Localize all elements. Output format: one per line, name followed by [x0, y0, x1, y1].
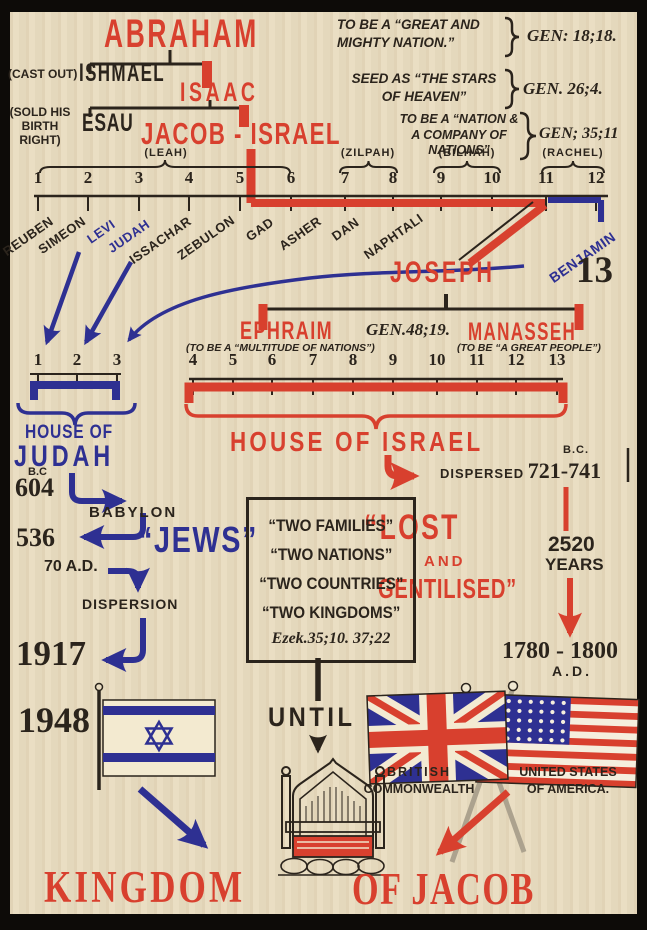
judah-branch-arrows — [43, 251, 525, 346]
wife-leah: (LEAH) — [144, 147, 188, 159]
years-721-741: 721-741 — [527, 458, 602, 483]
two-kingdoms-box: “TWO FAMILIES” “TWO NATIONS” “TWO COUNTR… — [246, 497, 416, 663]
son-number: 12 — [587, 168, 605, 187]
israel-timeline-arrows — [384, 448, 630, 638]
son-number: 3 — [134, 168, 144, 187]
box-line-countries: “TWO COUNTRIES” — [258, 575, 404, 593]
joseph-label: JOSEPH — [390, 256, 495, 289]
range-1780-1800: 1780 - 1800 — [502, 638, 618, 664]
united-states-label: UNITED STATES OF AMERICA. — [519, 765, 617, 796]
year-536: 536 — [16, 523, 55, 552]
israel-scale-number: 4 — [188, 350, 198, 369]
box-line-families: “TWO FAMILIES” — [268, 517, 394, 535]
manasseh-label: MANASSEH — [468, 318, 577, 346]
wife-rachel: (RACHEL) — [542, 147, 604, 159]
sold-birthright-note: (SOLD HIS BIRTH RIGHT) — [9, 105, 71, 147]
range-ad-label: A.D. — [552, 663, 592, 679]
son-number: 7 — [340, 168, 350, 187]
promise-ref-1: GEN: 18;18. — [527, 26, 617, 45]
wife-zilpah: (ZILPAH) — [340, 147, 396, 159]
house-of-label: HOUSE OF — [25, 422, 113, 443]
joseph-split-lines — [258, 294, 584, 330]
israel-scale-number: 6 — [267, 350, 277, 369]
bc-604-label: B.C — [28, 466, 47, 478]
ephraim-note: (TO BE A “MULTITUDE OF NATIONS”) — [186, 342, 375, 354]
and-label: AND — [424, 553, 466, 570]
box-line-kingdoms: “TWO KINGDOMS” — [261, 604, 401, 622]
israel-scale-number: 13 — [548, 350, 566, 369]
manasseh-note: (TO BE “A GREAT PEOPLE”) — [457, 342, 601, 354]
duration-2520: 2520 — [548, 533, 595, 556]
israel-scale-number: 9 — [388, 350, 398, 369]
duration-years: YEARS — [545, 555, 604, 574]
son-number: 6 — [286, 168, 296, 187]
israel-scale-number: 10 — [428, 350, 446, 369]
judah-scale-number: 3 — [112, 350, 122, 369]
judah-house-label: JUDAH — [14, 440, 115, 473]
promise-stars: SEED AS “THE STARS OF HEAVEN” — [351, 71, 497, 104]
son-number: 2 — [83, 168, 93, 187]
promise-ref-2: GEN. 26;4. — [523, 79, 603, 98]
jews-label: “JEWS” — [138, 519, 259, 560]
wife-bilhah: (BILHAH) — [438, 147, 496, 159]
israel-flag — [94, 682, 216, 790]
ad-70-label: 70 A.D. — [44, 558, 98, 575]
son-number: 8 — [388, 168, 398, 187]
son-number: 10 — [483, 168, 501, 187]
judah-scale-number: 1 — [33, 350, 43, 369]
judah-timeline-arrows — [69, 473, 150, 672]
promise-great-nation: TO BE A “GREAT AND MIGHTY NATION.” — [337, 17, 480, 50]
israel-scale — [184, 377, 568, 430]
son-number: 5 — [235, 168, 245, 187]
judah-scale — [16, 373, 137, 426]
bottom-arrows — [137, 786, 511, 856]
israel-scale-number: 12 — [507, 350, 525, 369]
ishmael-label: ISHMAEL — [79, 59, 166, 87]
of-jacob-label: OF JACOB — [352, 864, 535, 914]
israel-scale-number: 5 — [228, 350, 238, 369]
box-line-nations: “TWO NATIONS” — [269, 546, 392, 564]
box-ezekiel-ref: Ezek.35;10. 37;22 — [271, 630, 391, 647]
promise-company-nations: TO BE A “NATION & A COMPANY OF NATIONS” — [399, 112, 519, 158]
son-number: 9 — [436, 168, 446, 187]
israel-scale-number: 7 — [308, 350, 318, 369]
isaac-label: ISAAC — [180, 77, 259, 107]
israel-scale-number: 11 — [468, 350, 486, 369]
abraham-label: ABRAHAM — [104, 12, 259, 56]
ephraim-label: EPHRAIM — [240, 317, 334, 345]
thirteen-label: 13 — [576, 250, 613, 291]
kingdom-label: KINGDOM — [44, 862, 246, 912]
israel-scale-number: 8 — [348, 350, 358, 369]
jacob-israel-label: JACOB - ISRAEL — [141, 116, 341, 151]
twelve-son-scale — [34, 194, 608, 267]
son-number: 11 — [537, 168, 555, 187]
wife-braces — [39, 159, 605, 174]
year-604: 604 — [15, 473, 54, 502]
promise-braces — [504, 16, 537, 161]
bc-israel-label: B.C. — [563, 444, 589, 456]
coronation-chair-icon — [278, 757, 388, 876]
cast-out-note: (CAST OUT) — [8, 67, 78, 81]
son-number: 4 — [184, 168, 194, 187]
promise-ref-3: GEN; 35;11 — [539, 125, 619, 142]
year-1917: 1917 — [16, 634, 86, 673]
house-israel-label: HOUSE OF ISRAEL — [230, 426, 484, 457]
son-number: 1 — [33, 168, 43, 187]
family-tree-lines — [88, 50, 256, 203]
british-commonwealth-label: BRITISH COMMONWEALTH — [363, 765, 475, 796]
esau-label: ESAU — [82, 109, 134, 137]
dispersed-label: DISPERSED 721-741 — [440, 458, 602, 483]
star-of-david-icon — [144, 719, 174, 753]
year-1948: 1948 — [18, 700, 90, 740]
lost-label: “LOST — [364, 508, 460, 547]
judah-scale-number: 2 — [72, 350, 82, 369]
gentilised-label: GENTILISED” — [378, 573, 517, 604]
union-jack-flag — [366, 690, 509, 785]
until-label: UNTIL — [268, 702, 356, 732]
gen-48-19-ref: GEN.48;19. — [366, 320, 451, 339]
dispersion-label: DISPERSION — [82, 596, 179, 612]
